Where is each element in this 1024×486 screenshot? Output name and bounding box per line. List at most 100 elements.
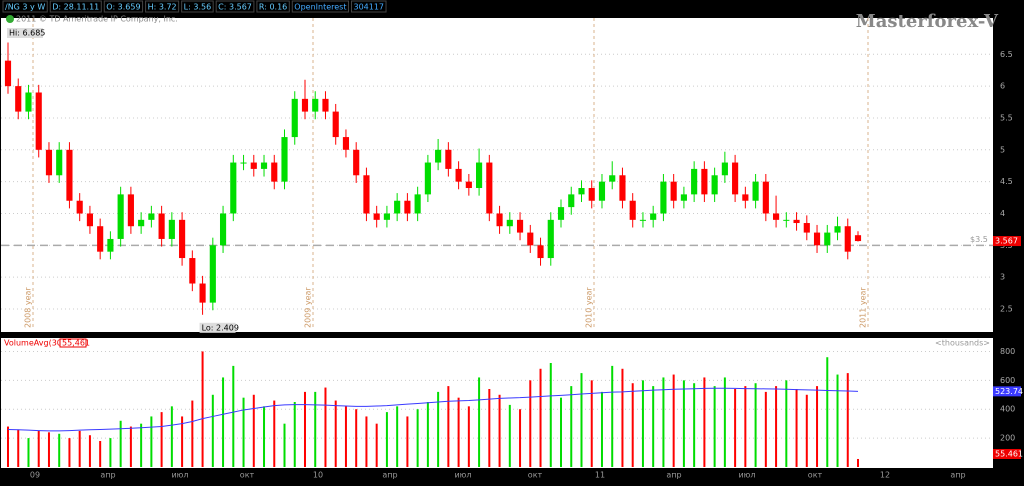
y-tick-label: 600 — [1000, 376, 1015, 385]
avg-label: 523.74 — [995, 387, 1023, 396]
y-tick-label: 2.5 — [1000, 304, 1013, 313]
candle-body — [189, 258, 196, 284]
volume-header — [1, 339, 993, 347]
candle-body — [56, 149, 63, 176]
header-item: H: 3.72 — [148, 3, 177, 12]
x-tick-label: июл — [171, 471, 188, 480]
volume-bar — [406, 416, 409, 467]
candle-body — [711, 175, 718, 195]
candle-body — [793, 219, 800, 224]
header-item: /NG 3 y W — [5, 3, 45, 12]
y-tick-label: 400 — [1000, 405, 1015, 414]
header-box — [49, 0, 102, 13]
volume-bar — [324, 387, 327, 467]
candle-body — [527, 232, 534, 246]
price-pane — [1, 18, 993, 332]
candle-body — [394, 200, 401, 214]
candle-body — [107, 238, 114, 252]
header-item: D: 28.11.11 — [52, 3, 99, 12]
volume-bar — [355, 409, 358, 467]
volume-bar — [7, 426, 9, 467]
x-tick-label: окт — [808, 471, 823, 480]
candle-body — [721, 162, 728, 176]
volume-bar — [580, 373, 583, 467]
volume-bar — [621, 368, 624, 467]
volume-bar — [764, 391, 767, 467]
candle-body — [854, 235, 862, 242]
price-label: 3.567 — [995, 237, 1018, 246]
volume-legend: VolumeAvg(30) — [4, 339, 65, 348]
candle-body — [97, 226, 104, 252]
volume-bar — [641, 380, 644, 467]
volume-bar — [181, 416, 184, 467]
candle-body — [762, 181, 769, 214]
volume-bar — [17, 429, 20, 467]
header-item: OpenInterest — [294, 3, 346, 12]
x-tick-label: апр — [382, 471, 397, 480]
volume-bar — [826, 357, 829, 467]
volume-bar — [498, 394, 501, 467]
header-item: C: 3.567 — [218, 3, 252, 12]
header-box — [181, 0, 214, 13]
candle-body — [138, 219, 145, 227]
year-label: 2008 year — [24, 287, 33, 328]
volume-bar — [232, 365, 235, 467]
volume-bar — [508, 404, 511, 467]
candle-body — [435, 149, 442, 163]
header-box — [145, 0, 180, 13]
volume-bar — [795, 389, 798, 467]
candle-body — [578, 188, 585, 195]
candle-body — [783, 219, 790, 221]
volume-bar — [170, 406, 173, 467]
volume-bar — [519, 409, 522, 467]
candle-body — [322, 98, 329, 112]
y-tick-label: 800 — [1000, 347, 1015, 356]
candle-body — [250, 162, 257, 169]
volume-bar — [785, 380, 788, 467]
candle-body — [465, 181, 472, 189]
candle-body — [301, 98, 309, 112]
candle-body — [414, 194, 421, 214]
volume-bar — [693, 383, 696, 467]
header-box — [291, 0, 349, 13]
volume-bar — [682, 380, 685, 467]
volume-bar — [590, 380, 593, 467]
candle-body — [476, 162, 483, 189]
volume-bar — [478, 377, 481, 467]
candle-body — [353, 149, 360, 176]
candle-body — [680, 194, 687, 201]
volume-bar — [283, 423, 286, 467]
candle-body — [260, 162, 268, 169]
candle-body — [742, 194, 749, 201]
price-box — [993, 236, 1021, 247]
volume-bar — [723, 377, 726, 467]
candle-body — [455, 168, 462, 182]
candle-body — [230, 162, 237, 214]
candle-body — [732, 162, 739, 195]
volume-bar — [457, 397, 460, 467]
volume-bar — [570, 386, 573, 467]
candle-body — [15, 86, 22, 112]
volume-bar — [539, 368, 542, 467]
volume-bar — [488, 389, 491, 467]
candle-body — [670, 181, 677, 201]
volume-bar — [303, 391, 306, 467]
x-tick-label: апр — [666, 471, 681, 480]
x-tick-label: апр — [950, 471, 965, 480]
volume-bar — [846, 373, 849, 467]
logo — [6, 15, 14, 23]
volume-bar — [754, 383, 757, 467]
header-box — [2, 0, 48, 13]
candle-body — [650, 213, 657, 220]
candle-body — [824, 232, 831, 246]
volume-bar — [416, 409, 419, 467]
header-box — [103, 0, 144, 13]
volume-box — [59, 338, 87, 348]
header-item: L: 3.56 — [184, 3, 212, 12]
candle-body — [813, 232, 821, 246]
candle-body — [66, 149, 73, 201]
unit-label: <thousands> — [935, 339, 990, 348]
y-tick-label: 6 — [1000, 82, 1005, 91]
y-tick-label: 200 — [1000, 434, 1015, 443]
volume-bar — [99, 441, 102, 467]
